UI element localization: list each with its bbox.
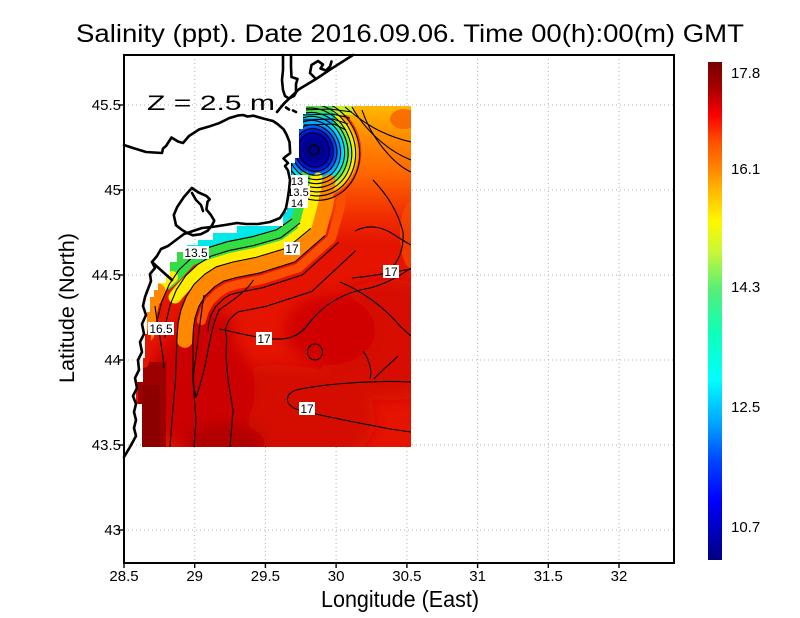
svg-text:Salinity (ppt). Date 2016.09.0: Salinity (ppt). Date 2016.09.06. Time 00… — [76, 20, 744, 48]
svg-text:14: 14 — [291, 198, 303, 210]
svg-text:17.8: 17.8 — [731, 65, 760, 82]
svg-text:32: 32 — [611, 568, 628, 585]
svg-text:44.5: 44.5 — [92, 267, 121, 284]
svg-text:28.5: 28.5 — [109, 568, 138, 585]
svg-text:Latitude (North): Latitude (North) — [56, 233, 79, 383]
svg-text:14.3: 14.3 — [731, 279, 760, 296]
svg-text:29: 29 — [186, 568, 203, 585]
svg-text:44: 44 — [104, 352, 121, 369]
svg-text:45: 45 — [104, 182, 121, 199]
svg-text:Z = 2.5 m: Z = 2.5 m — [147, 92, 275, 115]
svg-text:31: 31 — [469, 568, 486, 585]
svg-text:17: 17 — [257, 332, 271, 346]
svg-text:13.5: 13.5 — [184, 246, 208, 260]
svg-text:45.5: 45.5 — [92, 97, 121, 114]
svg-text:17: 17 — [384, 265, 398, 279]
svg-text:16.5: 16.5 — [149, 322, 173, 336]
svg-text:29.5: 29.5 — [251, 568, 280, 585]
svg-text:31.5: 31.5 — [534, 568, 563, 585]
svg-text:13.5: 13.5 — [287, 187, 308, 199]
svg-text:17: 17 — [300, 402, 314, 416]
svg-text:43.5: 43.5 — [92, 437, 121, 454]
svg-text:12.5: 12.5 — [731, 399, 760, 416]
svg-text:Longitude (East): Longitude (East) — [321, 586, 479, 612]
svg-text:30: 30 — [328, 568, 345, 585]
svg-text:43: 43 — [104, 522, 121, 539]
svg-text:10.7: 10.7 — [731, 519, 760, 536]
svg-text:13: 13 — [291, 176, 303, 188]
svg-text:30.5: 30.5 — [392, 568, 421, 585]
svg-text:17: 17 — [285, 242, 299, 256]
svg-text:16.1: 16.1 — [731, 161, 760, 178]
